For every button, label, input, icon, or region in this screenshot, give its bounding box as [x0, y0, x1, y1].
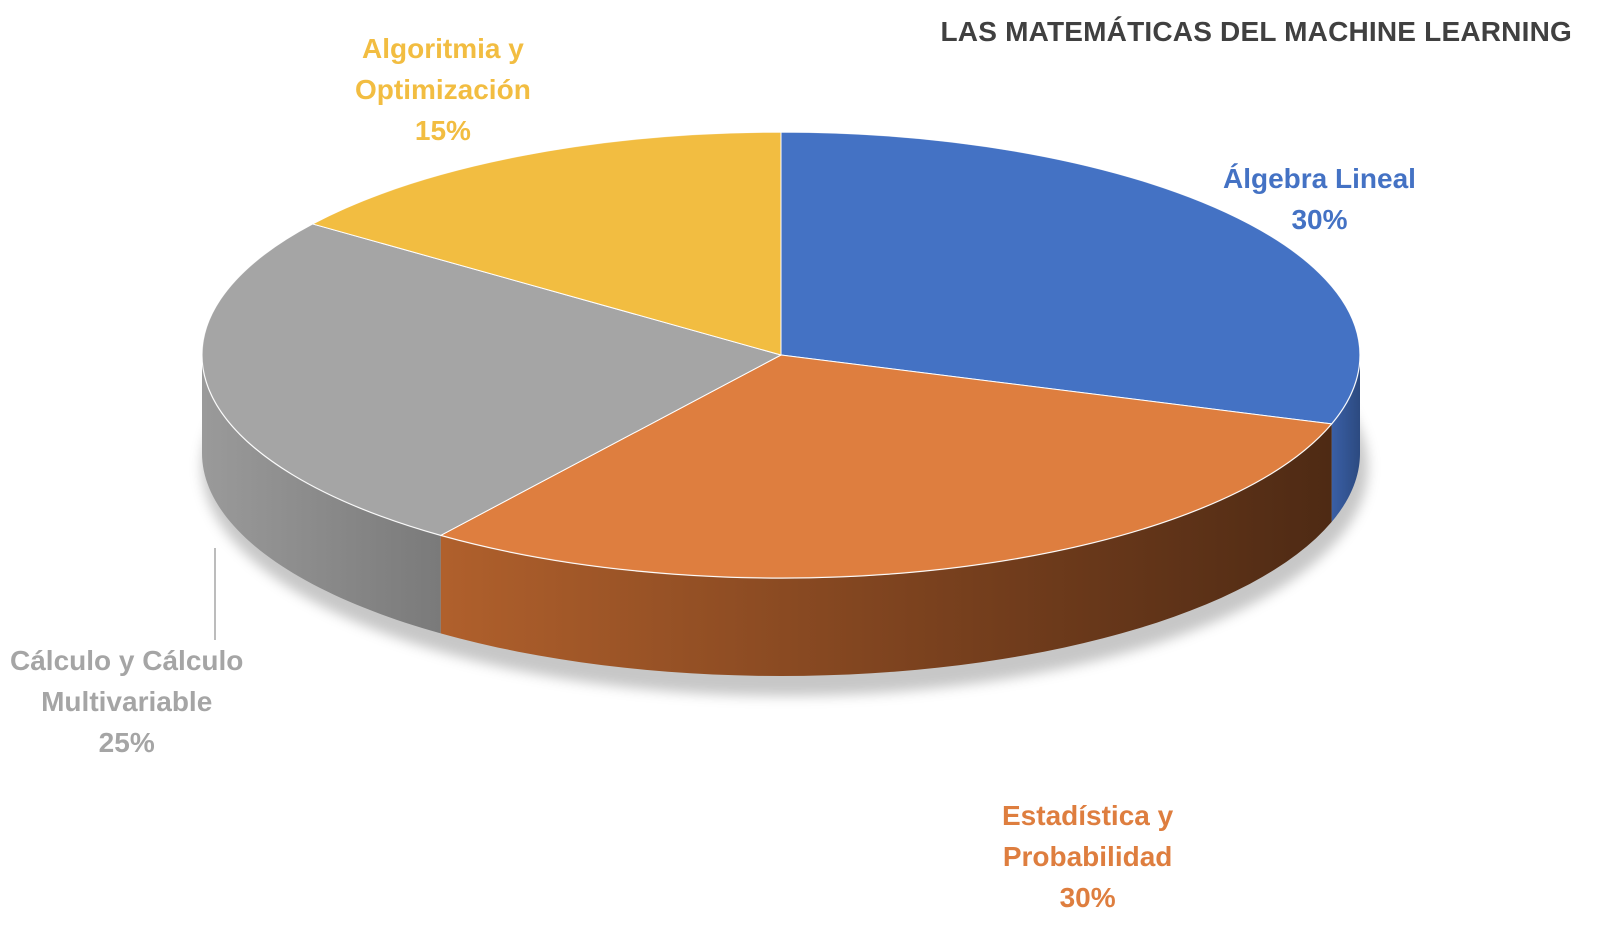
slice-label-name: Multivariable: [41, 686, 213, 717]
slice-label-percent: 30%: [1291, 204, 1348, 235]
slice-label-estadistica-probabilidad: Estadística y Probabilidad 30%: [1002, 795, 1173, 918]
pie-side-calculo-multivariable: [202, 355, 441, 634]
pie-sides: [202, 355, 1360, 676]
slice-label-algebra-lineal: Álgebra Lineal 30%: [1223, 158, 1416, 240]
slice-label-name: Probabilidad: [1002, 841, 1173, 872]
pie-rim-highlight: [201, 131, 1361, 579]
pie-side-estadistica-probabilidad: [440, 423, 1332, 676]
slice-label-name: Cálculo y Cálculo: [10, 645, 244, 676]
slice-label-percent: 25%: [98, 727, 155, 758]
pie-slice-calculo-multivariable: [201, 223, 782, 536]
pie-side-algebra-lineal: [1331, 355, 1360, 522]
slice-label-name: Optimización: [355, 74, 531, 105]
slice-label-percent: 30%: [1059, 882, 1116, 913]
pie-slice-estadistica-probabilidad: [440, 354, 1333, 579]
chart-title: LAS MATEMÁTICAS DEL MACHINE LEARNING: [940, 16, 1572, 47]
slice-label-calculo-multivariable: Cálculo y Cálculo Multivariable 25%: [10, 640, 243, 763]
slice-label-name: Algoritmia y: [361, 33, 524, 64]
slice-label-name: Álgebra Lineal: [1223, 163, 1416, 194]
pie-slices: [201, 131, 1361, 579]
pie-slice-algebra-lineal: [780, 131, 1361, 425]
pie-slice-algoritmia-optimizacion: [312, 131, 782, 356]
slice-label-algoritmia-optimizacion: Algoritmia y Optimización 15%: [355, 28, 531, 151]
slice-label-name: Estadística y: [1002, 800, 1174, 831]
slice-label-percent: 15%: [414, 115, 471, 146]
